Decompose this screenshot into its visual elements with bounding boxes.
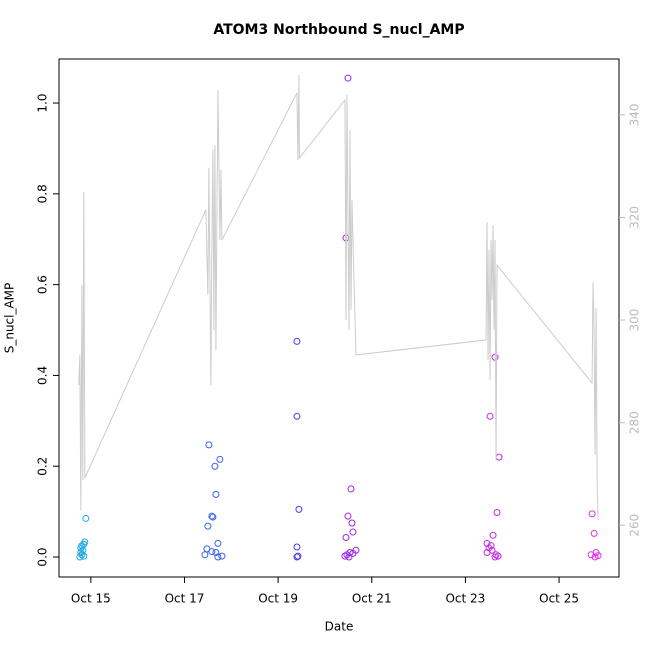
data-point [77,544,85,552]
plot-box [58,58,620,578]
data-point [78,551,86,559]
data-point [211,462,219,470]
data-point [218,552,226,560]
data-point [344,74,352,82]
y-tick-label: 0.8 [36,184,50,203]
y2-tick-label: 340 [628,103,642,126]
y-tick-label: 0.2 [36,457,50,476]
data-point [349,528,357,536]
data-point [82,514,90,522]
data-point [348,519,356,527]
chart-title: ATOM3 Northbound S_nucl_AMP [213,22,464,38]
x-axis-label: Date [325,620,354,634]
data-point [209,513,217,521]
data-point [343,551,351,559]
data-point [587,551,595,559]
data-point [483,539,491,547]
x-tick-label: Oct 21 [352,592,392,606]
y2-tick-label: 280 [628,411,642,434]
data-point [341,552,349,560]
data-point [212,548,220,556]
data-point [216,455,224,463]
y2-tick-label: 300 [628,309,642,332]
data-point [483,548,491,556]
data-point [293,412,301,420]
y2-tick-label: 320 [628,206,642,229]
x-tick-label: Oct 15 [71,592,111,606]
data-point [214,539,222,547]
data-point [294,552,302,560]
data-point [293,553,301,561]
data-point [495,453,503,461]
data-point [588,510,596,518]
data-point [347,485,355,493]
data-point [293,337,301,345]
data-point [590,529,598,537]
data-point [201,551,209,559]
data-point [208,512,216,520]
data-point [80,552,88,560]
data-point [344,512,352,520]
data-point [205,441,213,449]
x-tick-label: Oct 19 [258,592,298,606]
x-tick-label: Oct 25 [539,592,579,606]
y-tick-label: 0.4 [36,366,50,385]
data-point [489,531,497,539]
y-tick-label: 0.6 [36,275,50,294]
data-point [486,412,494,420]
y-tick-label: 0.0 [36,547,50,566]
data-point [204,522,212,530]
data-point [491,353,499,361]
data-point [342,534,350,542]
x-tick-label: Oct 17 [165,592,205,606]
data-point [491,553,499,561]
data-point [494,552,502,560]
data-point [487,542,495,550]
data-point [208,548,216,556]
data-point [212,490,220,498]
data-point [493,509,501,517]
y-axis-label: S_nucl_AMP [3,283,17,354]
data-line [78,74,599,521]
y-tick-label: 1.0 [36,93,50,112]
data-point [591,553,599,561]
data-point [76,553,84,561]
x-tick-label: Oct 23 [445,592,485,606]
data-point [293,543,301,551]
data-point [295,505,303,513]
y2-tick-label: 260 [628,514,642,537]
data-point [214,553,222,561]
data-point [345,553,353,561]
